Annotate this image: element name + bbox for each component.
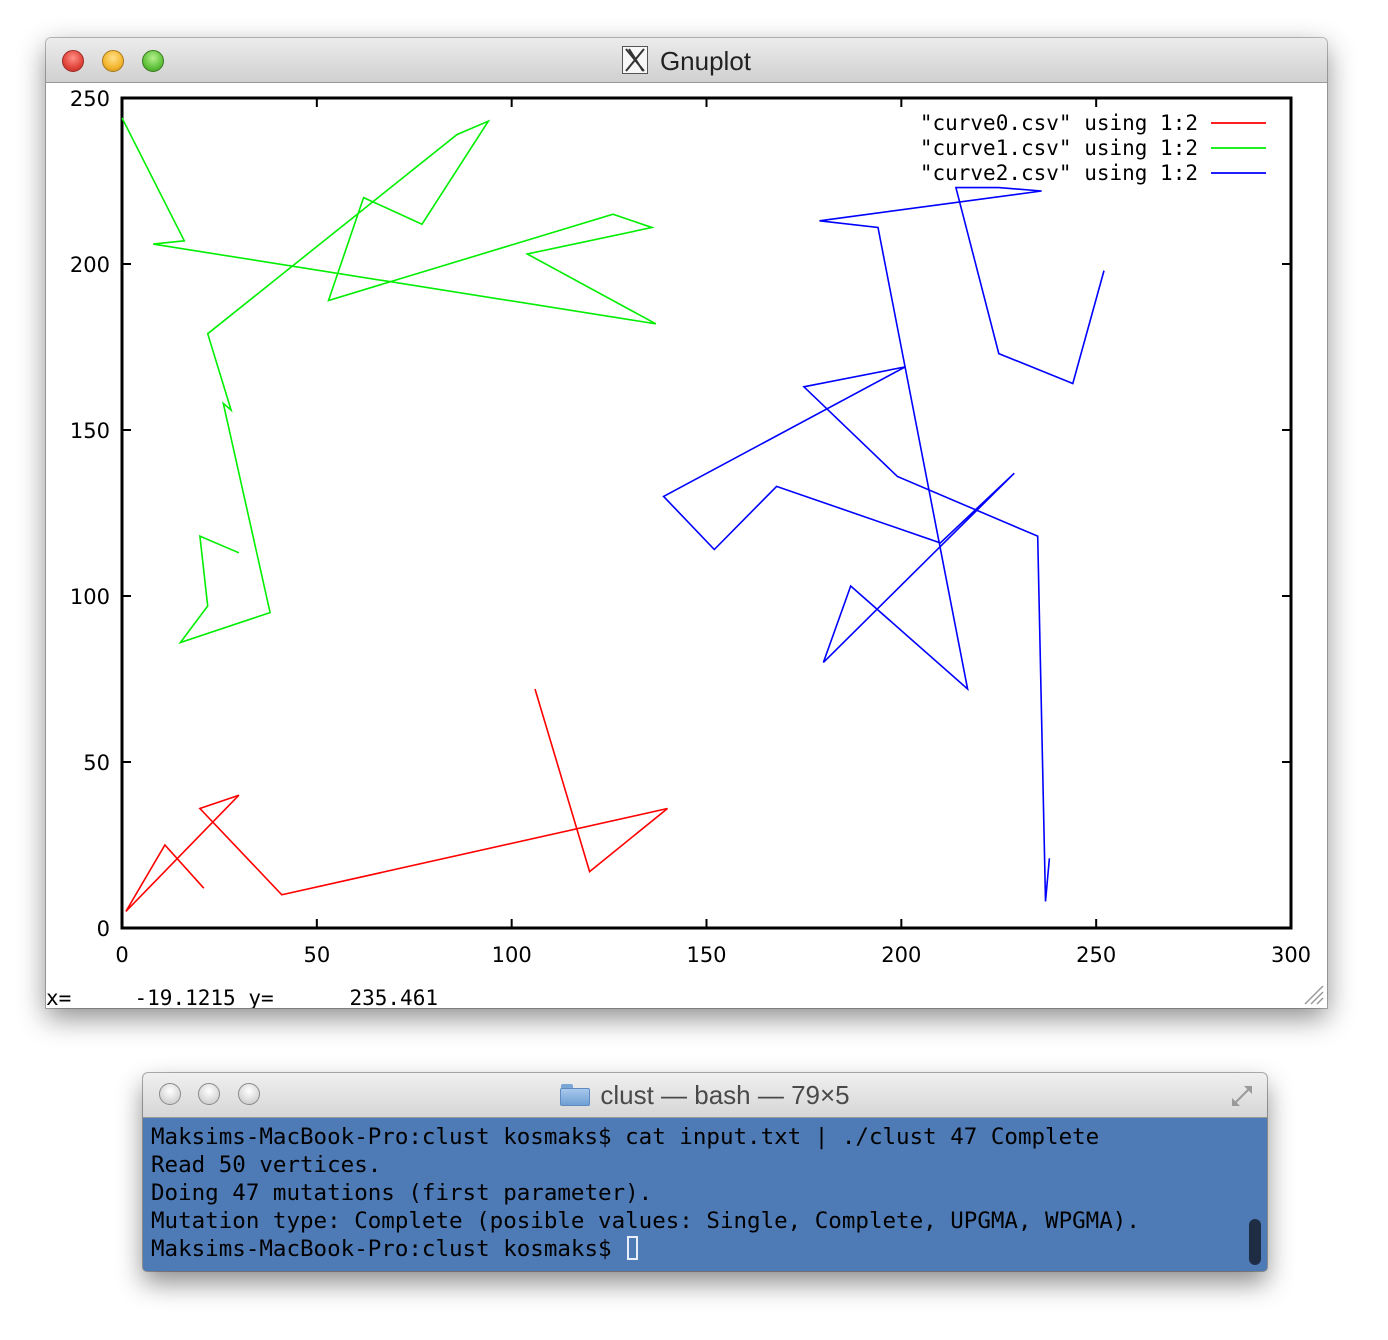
plot-area[interactable]: 0 50 100 150 200 250 300 0 50 100 150 200 250 "curve0…: [46, 83, 1327, 1008]
cursor-coordinates: x= -19.1215 y= 235.461: [46, 986, 438, 1008]
y-tick-label: 50: [83, 751, 110, 775]
y-tick-label: 0: [97, 917, 110, 941]
terminal-title-text: clust — bash — 79×5: [600, 1080, 850, 1110]
gnuplot-chart: 0 50 100 150 200 250 300 0 50 100 150 200 250 "curve0…: [70, 87, 1311, 967]
x-tick-label: 200: [881, 943, 921, 967]
terminal-minimize-button[interactable]: [198, 1083, 220, 1105]
terminal-output[interactable]: Maksims-MacBook-Pro:clust kosmaks$ cat i…: [143, 1118, 1267, 1271]
y-tick-label: 100: [70, 585, 110, 609]
terminal-scrollbar[interactable]: [1249, 1219, 1261, 1265]
terminal-prompt-line[interactable]: Maksims-MacBook-Pro:clust kosmaks$: [151, 1235, 1267, 1263]
y-tick-label: 250: [70, 87, 110, 111]
status-y-value: 235.461: [349, 986, 438, 1008]
series-line-2: [662, 186, 1105, 902]
gnuplot-window: Gnuplot 0 50 100 150 200 250 300 0 50 100 150 200 25…: [46, 38, 1327, 1008]
legend-label: "curve0.csv" using 1:2: [920, 111, 1198, 135]
terminal-line: Doing 47 mutations (first parameter).: [151, 1180, 653, 1206]
terminal-line: Maksims-MacBook-Pro:clust kosmaks$ cat i…: [151, 1124, 1100, 1150]
series-line-1: [121, 117, 657, 645]
x-tick-label: 0: [115, 943, 128, 967]
x-tick-label: 50: [303, 943, 330, 967]
window-title: Gnuplot: [46, 46, 1327, 77]
x-tick-label: 150: [686, 943, 726, 967]
x11-icon: [621, 46, 648, 75]
folder-icon: [560, 1084, 591, 1107]
legend-label: "curve2.csv" using 1:2: [920, 161, 1198, 185]
terminal-line: Read 50 vertices.: [151, 1152, 382, 1178]
close-button[interactable]: [62, 50, 84, 72]
y-tick-label: 200: [70, 253, 110, 277]
x-tick-label: 100: [492, 943, 532, 967]
terminal-titlebar[interactable]: clust — bash — 79×5: [143, 1073, 1267, 1118]
status-y-label: y=: [248, 986, 274, 1008]
fullscreen-icon[interactable]: [1229, 1083, 1255, 1109]
y-tick-label: 150: [70, 419, 110, 443]
terminal-line: Mutation type: Complete (posible values:…: [151, 1208, 1140, 1234]
terminal-zoom-button[interactable]: [238, 1083, 260, 1105]
terminal-title: clust — bash — 79×5: [143, 1080, 1267, 1111]
x-tick-label: 300: [1271, 943, 1311, 967]
zoom-button[interactable]: [142, 50, 164, 72]
terminal-prompt: Maksims-MacBook-Pro:clust kosmaks$: [151, 1236, 626, 1262]
x-tick-label: 250: [1076, 943, 1116, 967]
terminal-close-button[interactable]: [159, 1083, 181, 1105]
minimize-button[interactable]: [102, 50, 124, 72]
plot-frame: [120, 96, 1293, 930]
gnuplot-titlebar[interactable]: Gnuplot: [46, 38, 1327, 83]
text-cursor: [627, 1235, 639, 1260]
series-line-0: [125, 688, 669, 912]
legend-label: "curve1.csv" using 1:2: [920, 136, 1198, 160]
window-title-text: Gnuplot: [659, 46, 752, 76]
terminal-window: clust — bash — 79×5 Maksims-MacBook-Pro:…: [143, 1073, 1267, 1271]
resize-grip-icon[interactable]: [1299, 980, 1325, 1006]
status-x-label: x=: [46, 986, 72, 1008]
status-x-value: -19.1215: [134, 986, 236, 1008]
